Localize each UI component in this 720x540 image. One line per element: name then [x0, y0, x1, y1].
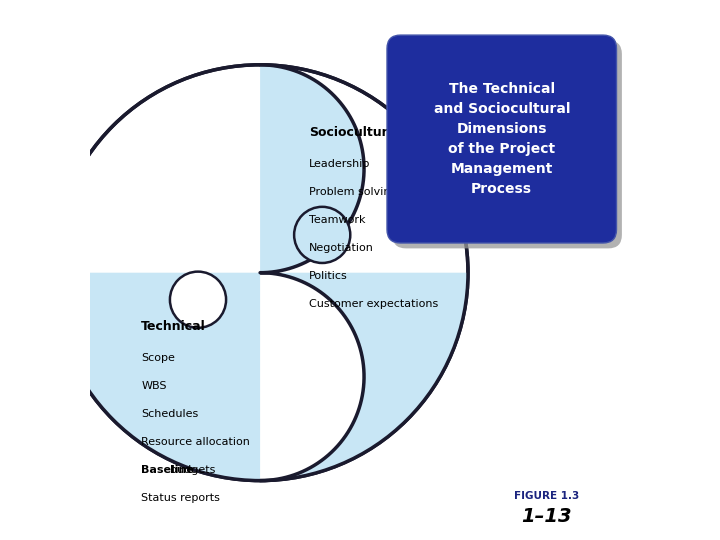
Text: Politics: Politics — [309, 271, 348, 281]
Text: Sociocultural: Sociocultural — [309, 126, 400, 139]
Polygon shape — [52, 273, 468, 481]
Text: Baseline: Baseline — [141, 465, 194, 475]
FancyBboxPatch shape — [387, 35, 616, 243]
Text: WBS: WBS — [141, 381, 167, 391]
Text: FIGURE 1.3: FIGURE 1.3 — [513, 491, 579, 501]
Text: Scope: Scope — [141, 353, 175, 363]
Circle shape — [294, 207, 350, 263]
Text: Schedules: Schedules — [141, 409, 199, 419]
Text: Customer expectations: Customer expectations — [309, 299, 438, 309]
Polygon shape — [260, 273, 364, 481]
Text: Technical: Technical — [141, 320, 206, 333]
FancyBboxPatch shape — [392, 40, 622, 248]
Text: Status reports: Status reports — [141, 494, 220, 503]
Circle shape — [53, 65, 468, 481]
Text: The Technical
and Sociocultural
Dimensions
of the Project
Management
Process: The Technical and Sociocultural Dimensio… — [433, 82, 570, 196]
Text: 1–13: 1–13 — [521, 507, 572, 526]
Text: Resource allocation: Resource allocation — [141, 437, 250, 447]
Text: Teamwork: Teamwork — [309, 215, 365, 225]
Polygon shape — [260, 65, 364, 273]
Text: Leadership: Leadership — [309, 159, 370, 168]
Circle shape — [170, 272, 226, 328]
Text: budgets: budgets — [170, 465, 215, 475]
Text: Problem solving: Problem solving — [309, 187, 397, 197]
Text: Negotiation: Negotiation — [309, 243, 374, 253]
